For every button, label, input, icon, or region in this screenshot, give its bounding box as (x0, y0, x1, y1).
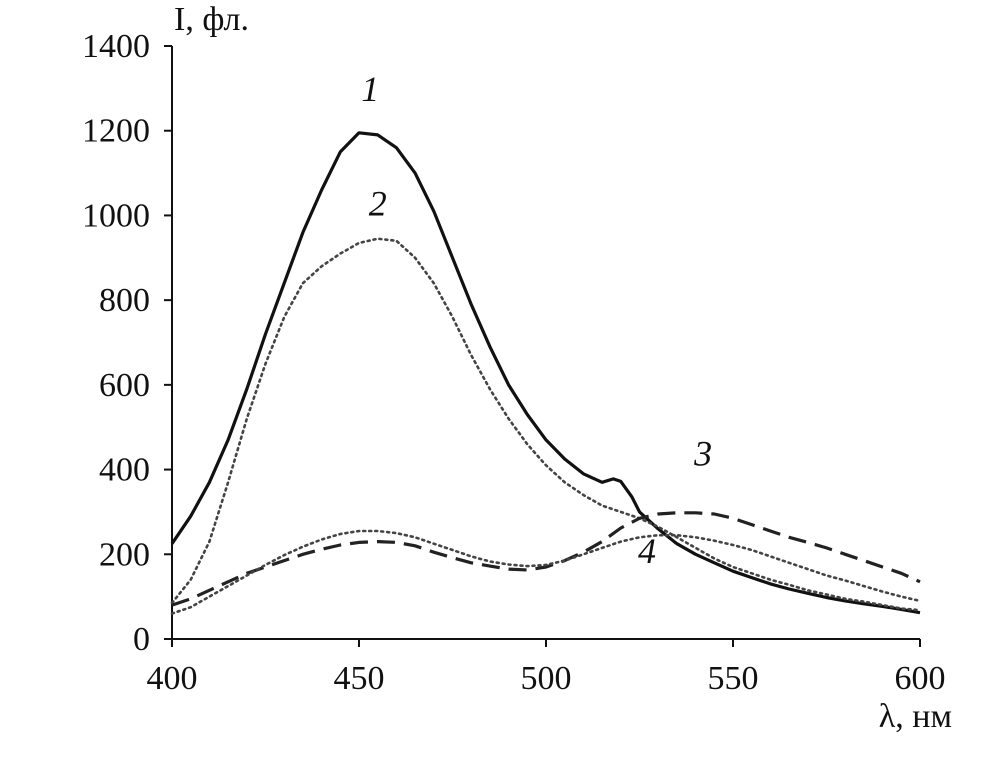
x-axis-title: λ, нм (879, 698, 952, 735)
x-tick-label: 550 (708, 660, 759, 697)
x-tick-label: 400 (147, 660, 198, 697)
y-tick-label: 800 (99, 282, 150, 319)
curve-label-1: 1 (361, 69, 379, 109)
curve-label-3: 3 (693, 433, 712, 473)
curves (170, 131, 922, 615)
x-tick-label: 600 (895, 660, 946, 697)
series-line-2 (170, 237, 922, 612)
y-tick-label: 600 (99, 367, 150, 404)
series-line-1 (170, 131, 921, 615)
y-tick-label: 1200 (82, 113, 150, 150)
y-tick-label: 1400 (82, 28, 150, 65)
y-tick-label: 1000 (82, 197, 150, 234)
y-tick-label: 0 (133, 621, 150, 658)
axes: 0 200 400 600 800 1000 1200 1400 400 450 500 550 600… (82, 1, 952, 735)
y-axis-title: I, фл. (174, 1, 249, 38)
y-tick-label: 400 (99, 452, 150, 489)
x-tick-label: 500 (521, 660, 572, 697)
series-line-3 (171, 511, 921, 607)
x-tick-label: 450 (334, 660, 385, 697)
curve-labels: 1 2 3 4 (361, 69, 712, 571)
y-tick-label: 200 (99, 536, 150, 573)
curve-label-2: 2 (369, 183, 387, 223)
series-line-4 (170, 529, 922, 615)
curve-label-4: 4 (638, 531, 656, 571)
